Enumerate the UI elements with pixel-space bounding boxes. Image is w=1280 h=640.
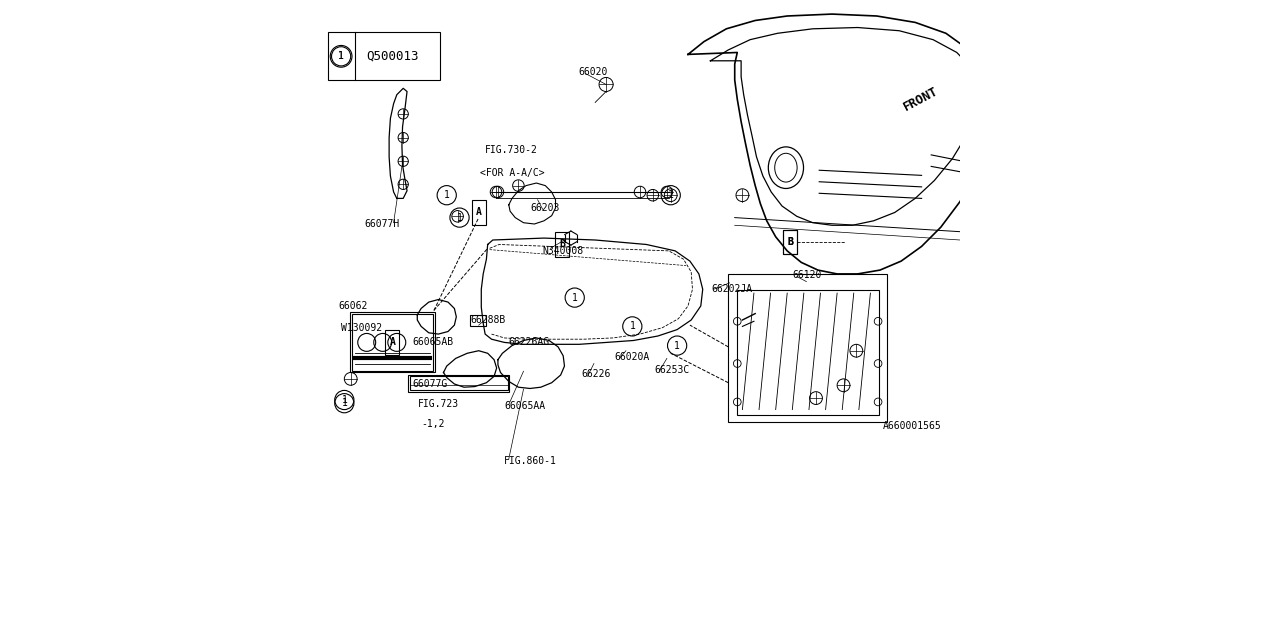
Text: A: A [476,207,481,218]
Text: 66120: 66120 [792,270,822,280]
Text: 1: 1 [342,398,347,408]
Bar [410,376,508,390]
Text: 1: 1 [338,51,344,61]
Text: 1: 1 [444,190,449,200]
Text: B: B [787,237,794,247]
Bar [328,32,440,80]
Text: 66062: 66062 [338,301,367,311]
Text: A660001565: A660001565 [883,421,942,431]
Bar [783,230,797,254]
Text: 66202JA: 66202JA [712,284,753,294]
Text: 66077H: 66077H [365,219,401,229]
Bar [472,200,486,225]
Bar [351,312,435,372]
Bar [783,230,797,254]
Bar [556,232,570,257]
Text: 66253C: 66253C [654,365,690,375]
Text: FIG.730-2: FIG.730-2 [485,145,538,156]
Text: 66065AB: 66065AB [412,337,454,348]
Text: 1: 1 [630,321,635,332]
Bar [737,290,879,415]
Text: 66077G: 66077G [412,379,448,389]
Text: Q500013: Q500013 [366,50,419,63]
Text: 1: 1 [675,340,680,351]
Bar [385,330,399,355]
Text: -1,2: -1,2 [421,419,444,429]
Text: A: A [389,337,396,348]
Text: <FOR A-A/C>: <FOR A-A/C> [480,168,544,178]
Text: 66288B: 66288B [471,315,506,325]
Text: W130092: W130092 [340,323,383,333]
Bar [470,315,486,326]
Text: FRONT: FRONT [901,84,941,114]
Bar [408,375,509,392]
Bar [728,274,887,422]
Bar [352,314,433,371]
Text: B: B [787,237,794,247]
Text: 66226: 66226 [581,369,611,380]
Text: FIG.723: FIG.723 [417,399,460,410]
Text: 66226AG: 66226AG [508,337,550,348]
Text: 1: 1 [668,190,673,200]
Text: 66203: 66203 [530,203,559,213]
Text: FIG.860-1: FIG.860-1 [504,456,557,466]
Text: 1: 1 [572,292,577,303]
Text: N340008: N340008 [543,246,584,256]
Text: 1: 1 [457,212,462,223]
Text: 66020: 66020 [579,67,607,77]
Text: 66020A: 66020A [614,352,650,362]
Text: 1: 1 [338,51,344,61]
Text: B: B [559,239,564,250]
Text: 1: 1 [342,395,347,405]
Text: 66065AA: 66065AA [504,401,545,412]
